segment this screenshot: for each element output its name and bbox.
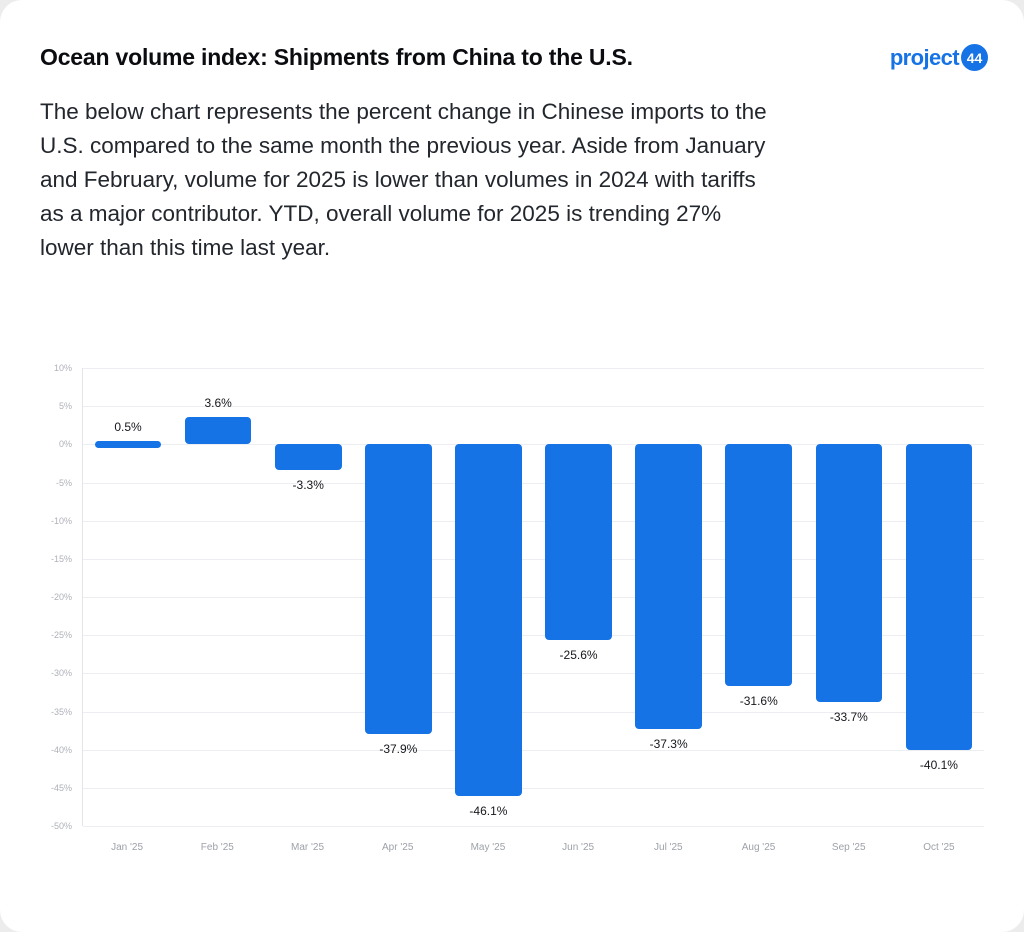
bar-value-label: -46.1% — [469, 804, 508, 819]
bar-value-label: -3.3% — [292, 477, 324, 492]
project44-logo: project 44 — [890, 44, 988, 71]
gridline — [83, 406, 984, 408]
bar-slot: -3.3% — [263, 368, 353, 826]
bar-slot: -33.7% — [804, 368, 894, 826]
chart-inner: 10% 5% 0% -5% -10% -15% -20% -25% -30% -35% -40% -4… — [40, 363, 984, 831]
y-axis-tick-label: -5% — [55, 477, 72, 488]
bar-value-label: 0.5% — [114, 419, 142, 434]
y-axis-tick-label: -40% — [50, 744, 72, 755]
y-axis-tick-label: -50% — [50, 821, 72, 831]
project44-logo-text: project — [889, 44, 960, 70]
x-axis: Jan '25 Feb '25 Mar '25 Apr '25 May '25 Jun '… — [82, 842, 984, 853]
bar-slot: 3.6% — [173, 368, 263, 826]
gridline — [83, 711, 984, 713]
bar-value-label: 3.6% — [204, 395, 232, 410]
bar-value-label: -33.7% — [829, 709, 868, 724]
bar-value-label: -37.3% — [649, 737, 688, 752]
bar-value-label: -37.9% — [379, 741, 418, 756]
y-axis-tick-label: -20% — [50, 592, 72, 602]
bar-value-label: -31.6% — [739, 693, 778, 708]
bar-sep-25[interactable] — [815, 444, 883, 702]
y-axis-tick-label: -35% — [50, 706, 72, 717]
bar-oct-25[interactable] — [905, 444, 973, 751]
x-axis-tick-label: Apr '25 — [382, 842, 414, 853]
chart-description: The below chart represents the percent c… — [40, 99, 767, 260]
y-axis-tick-label: -15% — [50, 553, 72, 564]
y-axis-tick-label: -25% — [50, 630, 72, 641]
plot-area: 0.5% 3.6% -3.3% -37.9% -46.1% -25.6% -37.3% -31… — [82, 368, 984, 827]
bar-slot: -25.6% — [534, 368, 624, 826]
x-axis-tick-label: Mar '25 — [290, 842, 325, 853]
page-title: Ocean volume index: Shipments from China… — [40, 44, 633, 70]
bar-chart: 10% 5% 0% -5% -10% -15% -20% -25% -30% -35% -40% -4… — [40, 363, 984, 853]
y-axis-tick-label: 5% — [58, 401, 72, 412]
x-axis-tick-label: Feb '25 — [200, 842, 234, 853]
gridline — [83, 368, 984, 369]
y-axis-tick-label: 10% — [53, 363, 72, 373]
gridline — [83, 520, 984, 522]
bar-jul-25[interactable] — [635, 444, 702, 730]
bar-value-label: -40.1% — [919, 758, 958, 773]
y-axis-tick-label: -45% — [50, 782, 72, 793]
bar-apr-25[interactable] — [365, 444, 432, 734]
bar-may-25[interactable] — [455, 444, 522, 797]
gridline — [83, 673, 984, 675]
x-axis-tick-label: Sep '25 — [831, 842, 866, 853]
x-axis-tick-label: Aug '25 — [741, 842, 776, 853]
project44-logo-badge: 44 — [961, 44, 988, 71]
bar-feb-25[interactable] — [184, 416, 252, 445]
bar-mar-25[interactable] — [274, 444, 342, 470]
x-axis-tick-label: Jan '25 — [111, 842, 144, 853]
gridline — [83, 444, 984, 446]
x-axis-tick-label: May '25 — [470, 842, 506, 853]
bar-slot: -37.3% — [624, 368, 714, 826]
gridline — [83, 635, 984, 637]
bar-slot: -37.9% — [353, 368, 443, 826]
x-axis-tick-label: Oct '25 — [923, 842, 955, 853]
bar-slot: -31.6% — [714, 368, 804, 826]
y-axis: 10% 5% 0% -5% -10% -15% -20% -25% -30% -35% -40% -4… — [40, 363, 82, 831]
y-axis-tick-label: -30% — [50, 668, 72, 679]
gridline — [83, 749, 984, 751]
header: Ocean volume index: Shipments from China… — [0, 0, 1024, 71]
y-axis-tick-label: 0% — [58, 439, 72, 450]
bar-jan-25[interactable] — [94, 440, 162, 448]
bar-slot: -40.1% — [894, 368, 984, 826]
x-axis-tick-label: Jun '25 — [562, 842, 595, 853]
bar-jun-25[interactable] — [545, 444, 612, 640]
gridline — [83, 826, 984, 827]
gridline — [83, 482, 984, 484]
gridline — [83, 558, 984, 560]
y-axis-tick-label: -10% — [50, 515, 72, 526]
bar-aug-25[interactable] — [725, 444, 793, 686]
bar-slot: 0.5% — [83, 368, 173, 826]
gridline — [83, 787, 984, 789]
bar-slot: -46.1% — [443, 368, 533, 826]
bar-value-label: -25.6% — [559, 647, 598, 662]
gridline — [83, 597, 984, 598]
x-axis-tick-label: Jul '25 — [654, 842, 683, 853]
